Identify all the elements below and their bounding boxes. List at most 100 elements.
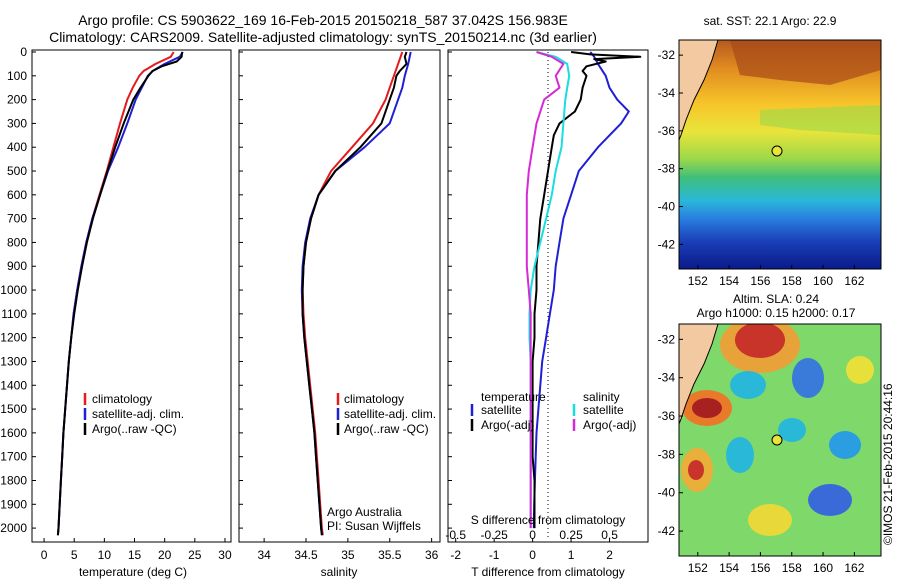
legend-title-salinity: salinity [583,390,620,404]
salinity-x-ticks: 34 34.5 35 35.5 36 [257,538,439,562]
x-tick-label: 10 [98,548,112,562]
lon-tick-label: 156 [750,561,770,575]
sst-lat-ticks: -32 -34 -36 -38 -40 -42 [658,48,683,251]
series-line-temperature-satellite [532,51,630,529]
sla-map-title-2: Argo h1000: 0.15 h2000: 0.17 [697,306,856,320]
salinity-panel: 34 34.5 35 35.5 36 salinity climatology sate… [238,49,441,579]
series-line-argo-raw-qc- [301,51,408,536]
lat-tick-label: -42 [658,237,676,251]
sla-map: Altim. SLA: 0.24 Argo h1000: 0.15 h2000:… [658,292,882,575]
legend-label-temp-satellite: satellite [481,403,522,417]
depth-tick-label: 1800 [0,473,27,487]
x-tick-label: 25 [188,548,202,562]
series-line-temperature-argo-adj- [531,51,642,529]
legend-label-climatology: climatology [92,392,152,406]
argo-location-marker [771,434,783,446]
difference-series [525,51,642,529]
depth-tick-label: 800 [7,235,27,249]
depth-tick-label: 200 [7,93,27,107]
legend-label-temp-argo: Argo(-adj) [481,418,534,432]
x-top-tick-label: 0.5 [601,528,618,542]
sla-anomaly [829,431,861,459]
depth-tick-label: 1500 [0,402,27,416]
coastline [679,324,719,425]
depth-tick-label: 300 [7,116,27,130]
sla-anomaly [726,437,754,473]
difference-depth-ticks [448,51,452,529]
lon-tick-label: 154 [719,561,739,575]
salinity-xlabel: salinity [321,565,358,579]
depth-tick-label: 700 [7,212,27,226]
lon-tick-label: 162 [844,561,864,575]
sla-map-frame [678,323,882,557]
depth-tick-label: 1700 [0,450,27,464]
sla-lat-ticks: -32 -34 -36 -38 -40 -42 [658,332,683,538]
sla-anomaly [846,356,874,384]
x-tick-label: 35.5 [378,548,402,562]
depth-tick-label: 1900 [0,497,27,511]
temperature-x-ticks: 0 5 10 15 20 25 30 [41,538,232,562]
lon-tick-label: 152 [688,274,708,288]
legend-label-satellite: satellite-adj. clim. [92,407,184,421]
x-tick-label: 5 [71,548,78,562]
x-tick-label: 34.5 [294,548,318,562]
lat-tick-label: -38 [658,447,676,461]
x-tick-label: 35 [341,548,355,562]
lon-tick-label: 158 [782,561,802,575]
depth-tick-label: 1600 [0,426,27,440]
difference-legend: temperature salinity satellite Argo(-adj… [470,390,636,432]
x-tick-label: -2 [450,548,461,562]
depth-tick-label: 100 [7,69,27,83]
legend-label-satellite: satellite-adj. clim. [344,407,436,421]
lat-tick-label: -32 [658,48,676,62]
lat-tick-label: -34 [658,86,676,100]
lat-tick-label: -36 [658,124,676,138]
sst-map: sat. SST: 22.1 Argo: 22.9 152 154 156 158 16… [658,14,882,288]
difference-axes-frame [447,49,649,543]
x-top-tick-label: 0.25 [559,528,583,542]
series-line-argo-raw-qc- [56,51,184,536]
title-line-1: Argo profile: CS 5903622_169 16-Feb-2015… [78,12,568,28]
x-tick-label: -1 [489,548,500,562]
x-tick-label: 36 [425,548,439,562]
sla-anomaly [735,324,785,358]
depth-tick-label: 1300 [0,354,27,368]
x-tick-label: 34 [257,548,271,562]
depth-tick-label: 1400 [0,378,27,392]
x-tick-label: 0 [41,548,48,562]
depth-tick-label: 0 [20,45,27,59]
salinity-depth-ticks [239,51,243,529]
sla-anomaly [808,484,852,516]
lon-tick-label: 152 [688,561,708,575]
x-tick-label: 2 [606,548,613,562]
credit-line-1: Argo Australia [327,505,402,519]
series-line-salinity-argo-adj- [525,51,565,529]
x-tick-label: 15 [128,548,142,562]
sla-anomaly [692,398,722,418]
lat-tick-label: -40 [658,200,676,214]
title-line-2: Climatology: CARS2009. Satellite-adjuste… [49,29,597,45]
legend-label-sal-argo: Argo(-adj) [583,418,636,432]
sla-anomaly [792,358,824,398]
depth-ticks: 0 100 200 300 400 500 600 700 800 900 1000 1100 1200… [0,45,36,535]
depth-tick-label: 1200 [0,331,27,345]
temperature-panel: 0100200300400500600700800900100011001200… [0,45,232,579]
depth-tick-label: 1000 [0,283,27,297]
sst-map-frame [678,39,882,270]
x-tick-label: 0 [529,548,536,562]
depth-tick-label: 500 [7,164,27,178]
legend-title-temperature: temperature [481,390,546,404]
legend-label-argo: Argo(..raw -QC) [344,422,429,436]
lon-tick-label: 160 [813,561,833,575]
credit-line-2: PI: Susan Wijffels [327,519,421,533]
sla-anomaly [748,504,792,536]
lat-tick-label: -34 [658,371,676,385]
lon-tick-label: 160 [813,274,833,288]
salinity-series [300,51,412,536]
legend-label-argo: Argo(..raw -QC) [92,422,177,436]
salinity-axes-frame [238,49,441,543]
x-tick-label: 1 [568,548,575,562]
sla-anomaly [778,418,806,442]
difference-x-ticks: -2 -1 0 1 2 -0.5 -0.25 0 0.25 0.5 [445,528,618,562]
series-line-climatology [56,51,175,536]
